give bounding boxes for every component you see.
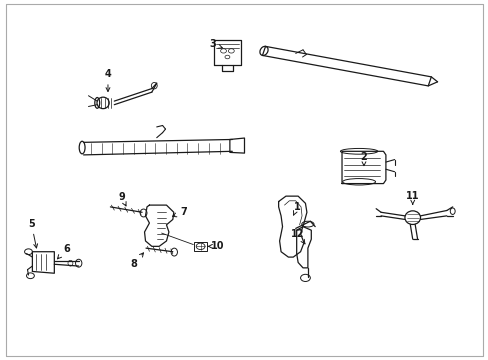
Text: 6: 6 — [58, 244, 70, 259]
Text: 4: 4 — [104, 69, 111, 91]
Text: 12: 12 — [291, 229, 305, 244]
Text: 3: 3 — [209, 40, 222, 49]
Text: 1: 1 — [293, 202, 300, 215]
Text: 11: 11 — [405, 191, 419, 204]
Text: 2: 2 — [360, 152, 366, 166]
Text: 9: 9 — [118, 192, 126, 206]
Bar — [194, 242, 206, 251]
Text: 8: 8 — [130, 253, 143, 269]
Text: 7: 7 — [172, 207, 186, 217]
Text: 10: 10 — [207, 241, 224, 251]
Text: 5: 5 — [28, 219, 38, 248]
